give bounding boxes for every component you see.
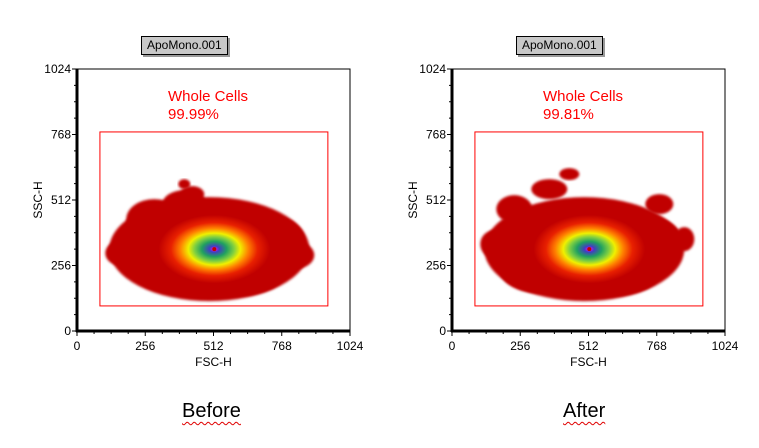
plot-before: Whole Cells 99.99% 0 256 512 768 1024 0 256 512 76… [0, 0, 380, 380]
y-tick-label: 1024 [44, 62, 71, 76]
gate-name: Whole Cells [168, 88, 248, 105]
y-tick-label: 256 [51, 259, 71, 273]
y-axis-label: SSC-H [31, 181, 45, 218]
x-tick-label: 256 [510, 339, 530, 353]
y-tick-label: 1024 [419, 62, 446, 76]
density-region [559, 168, 580, 181]
gate-percent: 99.99% [168, 106, 219, 123]
x-axis-label: FSC-H [195, 355, 232, 369]
gate-name: Whole Cells [543, 88, 623, 105]
x-tick-label: 1024 [712, 339, 739, 353]
density-region [531, 179, 568, 200]
x-axis-label: FSC-H [570, 355, 607, 369]
y-tick-label: 512 [426, 193, 446, 207]
caption-before: Before [182, 400, 241, 422]
plot-title-tag[interactable]: ApoMono.001 [516, 36, 603, 55]
density-region [178, 179, 191, 190]
x-tick-label: 512 [203, 339, 223, 353]
density-region [645, 194, 674, 215]
plot-after: Whole Cells 99.81% 0 256 512 768 1024 0 256 512 76… [375, 0, 755, 380]
x-tick-label: 0 [74, 339, 81, 353]
x-tick-label: 1024 [337, 339, 364, 353]
y-axis-label: SSC-H [406, 181, 420, 218]
x-tick-label: 768 [647, 339, 667, 353]
y-tick-label: 768 [51, 128, 71, 142]
plot-title-tag[interactable]: ApoMono.001 [141, 36, 228, 55]
outlier-point [587, 247, 592, 252]
y-tick-label: 256 [426, 259, 446, 273]
x-tick-label: 256 [135, 339, 155, 353]
gate-rectangle [474, 131, 704, 307]
caption-after: After [563, 400, 606, 422]
x-tick-label: 0 [449, 339, 456, 353]
y-tick-label: 512 [51, 193, 71, 207]
gate-percent: 99.81% [543, 106, 594, 123]
x-tick-label: 768 [272, 339, 292, 353]
x-tick-label: 512 [578, 339, 598, 353]
y-tick-label: 768 [426, 128, 446, 142]
outlier-point [212, 247, 217, 252]
y-tick-label: 0 [64, 324, 71, 338]
gate-rectangle [99, 131, 329, 307]
y-tick-label: 0 [439, 324, 446, 338]
